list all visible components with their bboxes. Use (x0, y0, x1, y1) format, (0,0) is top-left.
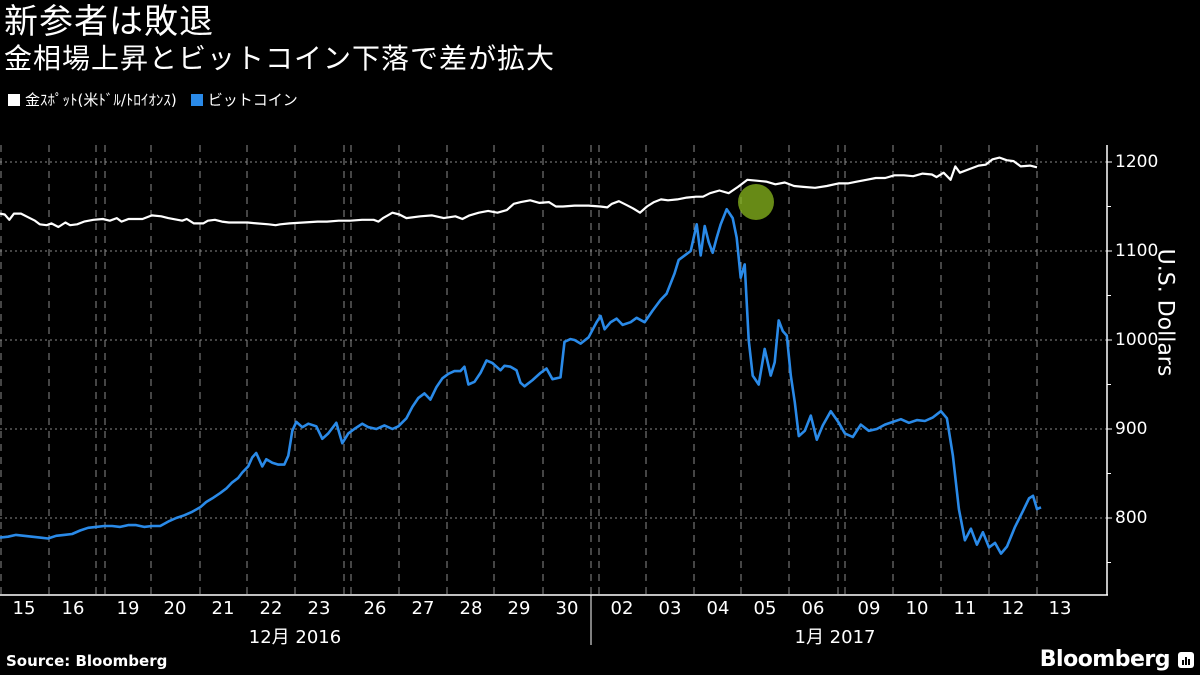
chart-subtitle: 金相場上昇とビットコイン下落で差が拡大 (4, 42, 556, 75)
chart-title: 新参者は敗退 (4, 2, 214, 42)
bloomberg-logo: Bloomberg (1039, 647, 1171, 672)
x-tick-label: 06 (801, 598, 825, 619)
x-tick-label: 29 (507, 598, 531, 619)
legend-item-bitcoin: ビットコイン (190, 89, 298, 111)
x-tick-label: 05 (753, 598, 777, 619)
y-tick-label: 800 (1115, 508, 1148, 528)
y-tick-label: 900 (1115, 419, 1148, 439)
source-note: Source: Bloomberg (6, 652, 168, 670)
x-tick-label: 11 (953, 598, 977, 619)
x-tick-label: 13 (1048, 598, 1072, 619)
legend-label-gold: 金ｽﾎﾟｯﾄ(米ﾄﾞﾙ/ﾄﾛｲｵﾝｽ) (25, 91, 177, 109)
x-tick-label: 28 (459, 598, 483, 619)
bitcoin-swatch-icon (190, 94, 203, 106)
bitcoin-line (0, 207, 1042, 555)
gold-swatch-icon (8, 94, 20, 106)
bloomberg-chart-icon (1178, 652, 1194, 668)
x-tick-label: 27 (411, 598, 435, 619)
x-tick-label: 16 (61, 598, 85, 619)
x-tick-label: 23 (307, 598, 331, 619)
x-tick-label: 04 (706, 598, 730, 619)
x-tick-label: 03 (658, 598, 682, 619)
month-label-dec-2016: 12月 2016 (248, 627, 342, 648)
x-tick-label: 15 (12, 598, 36, 619)
x-tick-label: 30 (555, 598, 579, 619)
axes (0, 145, 1112, 645)
legend: 金ｽﾎﾟｯﾄ(米ﾄﾞﾙ/ﾄﾛｲｵﾝｽ) ビットコイン (8, 89, 298, 111)
x-tick-label: 09 (857, 598, 881, 619)
y-axis-label: U.S. Dollars (1152, 248, 1178, 377)
legend-label-bitcoin: ビットコイン (207, 91, 298, 109)
x-tick-label: 20 (163, 598, 187, 619)
y-tick-label: 1100 (1115, 241, 1159, 261)
x-tick-label: 22 (259, 598, 283, 619)
x-tick-label: 10 (905, 598, 929, 619)
gridlines (0, 145, 1107, 595)
month-label-jan-2017: 1月 2017 (794, 627, 876, 648)
x-tick-label: 12 (1001, 598, 1025, 619)
gold-line (0, 156, 1038, 229)
x-tick-label: 02 (610, 598, 634, 619)
y-tick-label: 1000 (1115, 330, 1159, 350)
x-tick-label: 26 (363, 598, 387, 619)
x-tick-label: 21 (211, 598, 235, 619)
legend-item-gold: 金ｽﾎﾟｯﾄ(米ﾄﾞﾙ/ﾄﾛｲｵﾝｽ) (8, 89, 177, 111)
highlight-circle (738, 184, 774, 220)
x-tick-label: 19 (116, 598, 140, 619)
y-tick-label: 1200 (1115, 152, 1159, 172)
